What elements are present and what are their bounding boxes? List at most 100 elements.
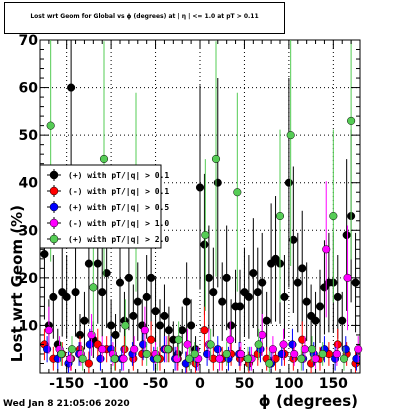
data-point	[46, 121, 55, 130]
y-tick-label: 30	[19, 223, 39, 239]
data-point	[289, 235, 298, 244]
data-point	[155, 321, 165, 330]
data-point	[195, 183, 205, 192]
data-point	[311, 316, 320, 325]
data-point	[200, 326, 209, 335]
data-point	[151, 307, 160, 316]
data-point	[243, 354, 253, 363]
data-point	[254, 340, 263, 349]
data-point	[233, 188, 242, 197]
legend-marker	[49, 170, 59, 180]
data-point	[57, 349, 66, 359]
data-point	[93, 259, 102, 268]
data-point	[178, 326, 187, 335]
x-tick-label: 150	[319, 376, 348, 392]
data-point	[333, 292, 342, 301]
data-point	[164, 326, 173, 335]
data-point	[347, 116, 356, 125]
data-point	[174, 335, 183, 344]
data-point	[277, 349, 286, 359]
data-point	[293, 278, 302, 287]
data-point	[110, 354, 119, 363]
data-point	[67, 345, 77, 354]
data-point	[311, 354, 320, 363]
data-point	[153, 354, 162, 363]
data-point	[218, 297, 227, 306]
data-point	[120, 345, 129, 354]
data-point	[190, 349, 199, 359]
data-point	[87, 330, 96, 339]
data-point	[142, 292, 151, 301]
data-point	[298, 264, 307, 273]
data-point	[129, 311, 138, 320]
data-point	[307, 345, 317, 354]
data-point	[265, 359, 274, 368]
data-point	[142, 349, 151, 359]
data-point	[227, 321, 236, 330]
data-point	[300, 345, 309, 354]
data-point	[244, 292, 253, 301]
data-point	[339, 354, 349, 363]
data-point	[209, 288, 218, 297]
data-point	[98, 345, 107, 354]
data-point	[187, 321, 196, 330]
data-point	[182, 297, 191, 306]
data-point	[44, 326, 53, 335]
data-point	[354, 345, 363, 354]
data-point	[338, 316, 347, 325]
data-point	[147, 273, 156, 282]
data-point	[172, 354, 181, 363]
x-tick-label: -50	[143, 376, 169, 392]
x-axis-title: ϕ (degrees)	[259, 392, 358, 410]
data-point	[211, 154, 221, 163]
data-point	[160, 311, 169, 320]
legend: (+) with pT/|q| > 0.1 (-) with pT/|q| > 0…	[39, 164, 169, 249]
y-tick-label: 70	[19, 33, 39, 49]
data-point	[185, 354, 194, 363]
data-point	[222, 349, 231, 359]
data-point	[333, 340, 342, 349]
data-point	[66, 354, 75, 363]
timestamp: Wed Jan 8 21:05:06 2020	[3, 399, 130, 409]
data-point	[286, 131, 295, 140]
data-point	[329, 211, 338, 221]
data-point	[62, 292, 71, 301]
data-point	[332, 349, 341, 359]
data-point	[49, 292, 58, 301]
data-point	[102, 269, 111, 278]
data-point	[258, 330, 267, 339]
data-point	[352, 354, 361, 363]
data-point	[78, 354, 87, 363]
data-point	[279, 340, 288, 349]
axis-ticks: 10 20 30 40 50 60 70 -150 -100 -50 0 50 100 150	[19, 33, 361, 392]
legend-marker	[49, 186, 59, 196]
data-point	[342, 230, 351, 240]
data-point	[200, 240, 209, 249]
y-tick-label: 50	[19, 128, 39, 144]
data-point	[315, 302, 325, 311]
data-point	[119, 354, 128, 363]
data-point	[115, 278, 125, 287]
data-point	[215, 354, 224, 363]
data-point	[96, 354, 105, 363]
legend-marker	[49, 202, 59, 212]
data-point	[226, 335, 235, 344]
data-point	[130, 345, 139, 354]
y-axis-title: Lost wrt Geom (%)	[8, 205, 26, 362]
data-point	[121, 321, 130, 330]
data-point	[284, 178, 293, 187]
data-point	[107, 321, 116, 330]
data-point	[67, 83, 76, 92]
data-point	[40, 250, 49, 259]
data-point	[183, 340, 192, 349]
data-point	[298, 335, 307, 344]
legend-entry: (+) with pT/|q| > 0.5	[68, 202, 169, 212]
data-point	[290, 349, 299, 359]
data-point	[204, 273, 213, 282]
data-point	[249, 269, 258, 278]
x-tick-label: -100	[94, 376, 129, 392]
data-point	[262, 316, 271, 325]
x-tick-label: -150	[49, 376, 84, 392]
x-tick-label: 100	[274, 376, 303, 392]
